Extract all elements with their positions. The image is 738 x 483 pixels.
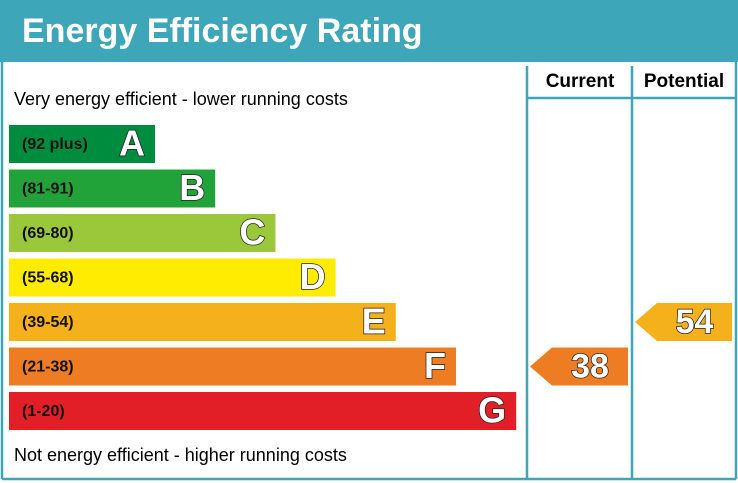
band-bar (9, 303, 396, 341)
column-header: Current (546, 71, 615, 92)
title-bar (0, 0, 738, 62)
title: Energy Efficiency Rating (22, 12, 423, 50)
band-bar (9, 125, 155, 163)
band-range: (39-54) (22, 314, 74, 331)
band-bar (9, 258, 336, 297)
rating-arrow (635, 303, 732, 341)
band-range: (1-20) (22, 403, 65, 420)
rating-value: 54 (676, 303, 714, 341)
band-bar (9, 347, 456, 386)
frame (0, 62, 738, 481)
top-note: Very energy efficient - lower running co… (14, 89, 348, 109)
band-letter: B (179, 167, 205, 208)
band-range: (21-38) (22, 359, 74, 376)
band-letter: D (300, 256, 326, 297)
bottom-note: Not energy efficient - higher running co… (14, 445, 347, 465)
band-letter: G (478, 390, 506, 431)
band-letter: A (119, 123, 145, 164)
rating-arrow (530, 347, 628, 386)
band-range: (81-91) (22, 181, 74, 198)
band-range: (55-68) (22, 270, 74, 287)
band-range: (92 plus) (22, 136, 88, 153)
rating-value: 38 (571, 347, 609, 385)
band-letter: F (424, 345, 446, 386)
column-header: Potential (644, 71, 724, 92)
band-bar (9, 214, 276, 252)
band-range: (69-80) (22, 225, 74, 242)
band-letter: C (239, 212, 265, 253)
band-bar (9, 392, 517, 430)
band-bar (9, 169, 216, 208)
band-letter: E (362, 301, 386, 342)
